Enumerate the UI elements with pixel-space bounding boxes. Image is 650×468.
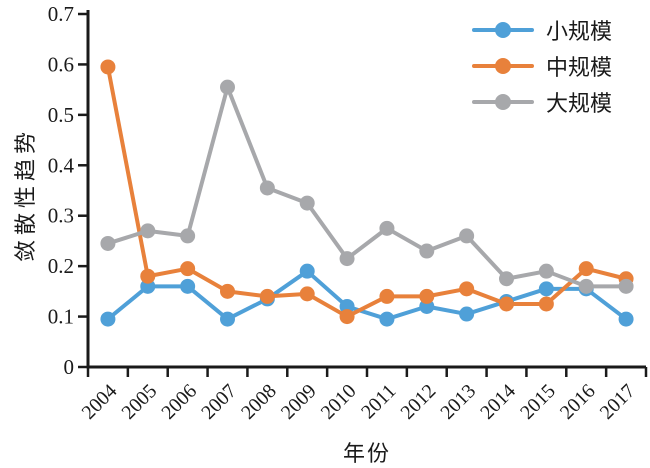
data-point-medium-scale-2016 <box>578 261 594 277</box>
data-point-small-scale-2017 <box>618 311 634 327</box>
x-tick-label-2007: 2007 <box>197 380 241 424</box>
data-point-small-scale-2007 <box>220 311 235 327</box>
x-tick-label-2004: 2004 <box>78 380 122 424</box>
y-tick-label-0.3: 0.3 <box>48 204 74 228</box>
x-tick-label-2008: 2008 <box>237 380 281 424</box>
y-tick-label-0.6: 0.6 <box>48 52 74 76</box>
legend: 小规模 中规模 大规模 <box>472 12 612 120</box>
data-point-small-scale-2004 <box>100 311 116 327</box>
legend-marker-medium-scale-icon <box>472 58 534 74</box>
x-tick-label-2012: 2012 <box>396 380 440 424</box>
x-tick-label-2010: 2010 <box>317 380 361 424</box>
data-point-medium-scale-2005 <box>140 268 156 284</box>
y-tick-label-0.2: 0.2 <box>48 254 74 278</box>
data-point-medium-scale-2013 <box>459 281 475 297</box>
x-tick-label-2017: 2017 <box>596 380 640 424</box>
y-tick-label-0.1: 0.1 <box>48 305 74 329</box>
series-large-scale <box>100 79 634 294</box>
data-point-large-scale-2017 <box>618 278 634 294</box>
legend-label-small-scale: 小规模 <box>546 19 613 44</box>
x-axis-title: 年份 <box>342 441 391 466</box>
data-point-medium-scale-2012 <box>419 288 435 304</box>
x-tick-label-2015: 2015 <box>516 380 560 424</box>
data-point-medium-scale-2004 <box>100 59 116 75</box>
data-point-medium-scale-2011 <box>379 288 395 304</box>
data-point-medium-scale-2015 <box>538 296 554 312</box>
data-point-small-scale-2013 <box>459 306 475 322</box>
legend-label-medium-scale: 中规模 <box>546 55 613 80</box>
data-point-medium-scale-2014 <box>499 296 514 312</box>
legend-item-medium-scale: 中规模 <box>472 48 612 84</box>
x-tick-label-2011: 2011 <box>357 380 400 423</box>
x-tick-label-2005: 2005 <box>117 380 161 424</box>
x-tick-label-2006: 2006 <box>157 380 201 424</box>
x-tick-label-2014: 2014 <box>476 380 520 424</box>
data-point-large-scale-2011 <box>379 220 395 236</box>
x-tick-label-2016: 2016 <box>556 380 600 424</box>
legend-item-large-scale: 大规模 <box>472 84 612 120</box>
y-tick-label-0.7: 0.7 <box>48 2 74 26</box>
data-point-small-scale-2015 <box>538 281 554 297</box>
data-point-large-scale-2016 <box>578 278 594 294</box>
data-point-large-scale-2007 <box>220 79 235 95</box>
x-tick-label-2009: 2009 <box>277 380 321 424</box>
x-tick-label-2013: 2013 <box>436 380 480 424</box>
series-medium-scale <box>100 59 634 325</box>
legend-marker-small-scale-icon <box>472 22 534 38</box>
data-point-large-scale-2015 <box>538 263 554 279</box>
data-point-medium-scale-2008 <box>259 288 275 304</box>
data-point-large-scale-2012 <box>419 243 435 259</box>
data-point-small-scale-2006 <box>180 278 196 294</box>
legend-label-large-scale: 大规模 <box>546 91 613 116</box>
data-point-large-scale-2006 <box>180 228 196 244</box>
data-point-large-scale-2013 <box>459 228 475 244</box>
data-point-large-scale-2009 <box>299 195 315 211</box>
y-tick-label-0.4: 0.4 <box>48 153 75 177</box>
data-point-large-scale-2014 <box>499 271 514 287</box>
data-point-large-scale-2004 <box>100 235 116 251</box>
data-point-medium-scale-2010 <box>339 309 355 325</box>
data-point-large-scale-2008 <box>259 180 275 196</box>
y-tick-label-0: 0 <box>64 355 75 379</box>
y-axis-title: 敛散性趋势 <box>13 126 38 262</box>
data-point-medium-scale-2007 <box>220 283 235 299</box>
data-point-medium-scale-2006 <box>180 261 196 277</box>
data-point-large-scale-2010 <box>339 251 355 267</box>
legend-marker-large-scale-icon <box>472 94 534 110</box>
y-tick-label-0.5: 0.5 <box>48 103 74 127</box>
data-point-medium-scale-2009 <box>299 286 315 302</box>
data-point-large-scale-2005 <box>140 223 156 239</box>
data-point-small-scale-2011 <box>379 311 395 327</box>
data-point-small-scale-2009 <box>299 263 315 279</box>
legend-item-small-scale: 小规模 <box>472 12 612 48</box>
